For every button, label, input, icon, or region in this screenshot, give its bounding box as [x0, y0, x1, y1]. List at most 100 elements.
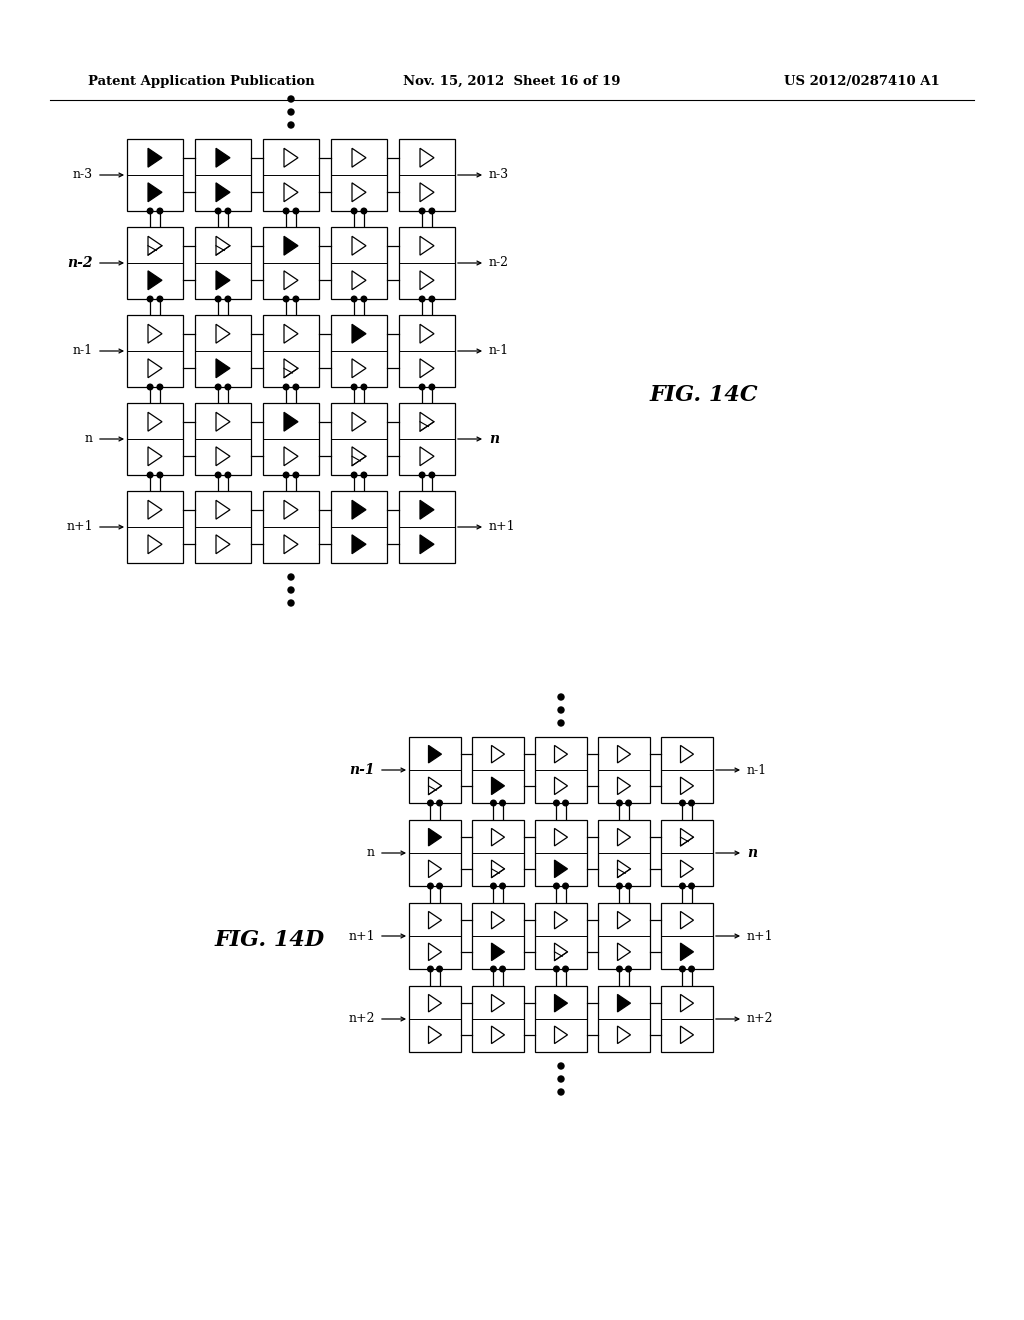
Text: n+1: n+1: [348, 929, 375, 942]
Bar: [263, 315, 319, 387]
Text: n-1: n-1: [73, 345, 93, 358]
Circle shape: [288, 601, 294, 606]
Text: n-1: n-1: [489, 345, 509, 358]
Polygon shape: [617, 829, 631, 846]
Circle shape: [616, 883, 623, 888]
Circle shape: [351, 296, 357, 302]
Polygon shape: [216, 500, 230, 519]
Text: n: n: [746, 846, 757, 861]
Bar: [195, 491, 251, 564]
Polygon shape: [492, 911, 505, 929]
Polygon shape: [284, 359, 298, 378]
Polygon shape: [420, 359, 434, 378]
Circle shape: [215, 209, 221, 214]
Polygon shape: [216, 271, 230, 289]
Polygon shape: [428, 861, 441, 878]
Bar: [535, 903, 587, 969]
Bar: [662, 737, 713, 803]
Polygon shape: [352, 535, 366, 553]
Polygon shape: [555, 994, 567, 1012]
Bar: [127, 227, 183, 300]
Circle shape: [419, 473, 425, 478]
Circle shape: [147, 209, 153, 214]
Polygon shape: [148, 236, 162, 255]
Circle shape: [554, 883, 559, 888]
Bar: [598, 903, 650, 969]
Circle shape: [437, 966, 442, 972]
Circle shape: [157, 209, 163, 214]
Polygon shape: [352, 148, 366, 168]
Circle shape: [284, 384, 289, 389]
Polygon shape: [681, 777, 693, 795]
Circle shape: [351, 473, 357, 478]
Circle shape: [361, 209, 367, 214]
Polygon shape: [617, 861, 631, 878]
Polygon shape: [216, 535, 230, 553]
Bar: [399, 227, 455, 300]
Circle shape: [288, 110, 294, 115]
Bar: [662, 903, 713, 969]
Polygon shape: [681, 829, 693, 846]
Polygon shape: [617, 777, 631, 795]
Bar: [409, 737, 461, 803]
Circle shape: [157, 473, 163, 478]
Polygon shape: [555, 777, 567, 795]
Bar: [535, 737, 587, 803]
Polygon shape: [148, 325, 162, 343]
Polygon shape: [492, 861, 505, 878]
Polygon shape: [492, 942, 505, 961]
Polygon shape: [420, 183, 434, 202]
Bar: [127, 491, 183, 564]
Circle shape: [626, 883, 632, 888]
Circle shape: [429, 296, 435, 302]
Circle shape: [428, 883, 433, 888]
Polygon shape: [492, 746, 505, 763]
Circle shape: [225, 209, 230, 214]
Circle shape: [419, 209, 425, 214]
Text: n-3: n-3: [489, 169, 509, 181]
Polygon shape: [555, 942, 567, 961]
Circle shape: [293, 473, 299, 478]
Bar: [263, 139, 319, 211]
Circle shape: [689, 800, 694, 805]
Polygon shape: [216, 359, 230, 378]
Polygon shape: [617, 1026, 631, 1044]
Bar: [331, 403, 387, 475]
Polygon shape: [681, 911, 693, 929]
Bar: [331, 315, 387, 387]
Polygon shape: [284, 535, 298, 553]
Bar: [535, 986, 587, 1052]
Circle shape: [689, 883, 694, 888]
Polygon shape: [428, 942, 441, 961]
Polygon shape: [284, 183, 298, 202]
Circle shape: [284, 296, 289, 302]
Bar: [399, 491, 455, 564]
Polygon shape: [352, 183, 366, 202]
Bar: [263, 403, 319, 475]
Polygon shape: [352, 500, 366, 519]
Polygon shape: [148, 535, 162, 553]
Polygon shape: [428, 994, 441, 1012]
Bar: [263, 491, 319, 564]
Circle shape: [500, 966, 506, 972]
Circle shape: [225, 473, 230, 478]
Circle shape: [351, 384, 357, 389]
Polygon shape: [216, 236, 230, 255]
Circle shape: [361, 296, 367, 302]
Polygon shape: [555, 861, 567, 878]
Circle shape: [558, 1063, 564, 1069]
Polygon shape: [420, 535, 434, 553]
Circle shape: [558, 694, 564, 700]
Bar: [331, 139, 387, 211]
Bar: [263, 227, 319, 300]
Polygon shape: [284, 236, 298, 255]
Circle shape: [558, 1076, 564, 1082]
Polygon shape: [216, 412, 230, 432]
Circle shape: [680, 883, 685, 888]
Bar: [662, 820, 713, 886]
Bar: [399, 139, 455, 211]
Polygon shape: [428, 777, 441, 795]
Bar: [662, 986, 713, 1052]
Polygon shape: [148, 500, 162, 519]
Circle shape: [215, 473, 221, 478]
